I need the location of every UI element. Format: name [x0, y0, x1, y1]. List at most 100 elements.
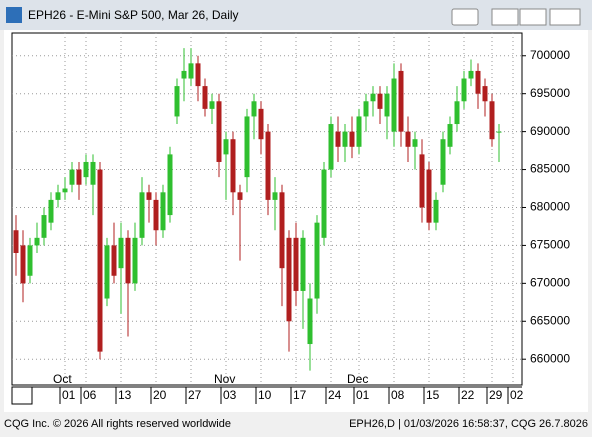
candle-body — [377, 93, 383, 109]
candle-body — [300, 237, 306, 291]
candle-body — [181, 70, 187, 79]
status-right: EPH26,D | 01/03/2026 16:58:37, CQG 26.7.… — [349, 418, 588, 430]
candle-body — [412, 139, 418, 147]
y-tick-label: 685000 — [530, 162, 570, 176]
x-tick-label: 22 — [461, 388, 475, 402]
candle-body — [90, 161, 96, 185]
candle-body — [237, 192, 243, 200]
candle-body — [69, 169, 75, 185]
candle-body — [286, 237, 292, 322]
candle-body — [160, 192, 166, 231]
candle-body — [188, 63, 194, 79]
x-tick-label: 01 — [356, 388, 370, 402]
x-tick-label: 13 — [118, 388, 132, 402]
candle-body — [48, 199, 54, 223]
x-tick-label: 17 — [293, 388, 307, 402]
plot-area — [11, 32, 523, 386]
y-tick-label: 665000 — [530, 313, 570, 327]
y-tick-label: 670000 — [530, 276, 570, 290]
y-tick-label: 690000 — [530, 124, 570, 138]
x-tick-label: 10 — [258, 388, 272, 402]
x-tick-label: 01 — [62, 388, 76, 402]
maximize-button[interactable] — [519, 8, 547, 26]
candle-body — [419, 154, 425, 208]
candle-body — [342, 131, 348, 147]
y-tick-label: 675000 — [530, 238, 570, 252]
candle-body — [27, 245, 33, 276]
candle-body — [125, 237, 131, 284]
month-label: Dec — [347, 372, 368, 386]
candle-body — [132, 237, 138, 284]
candle-body — [370, 93, 376, 102]
corner-box — [11, 386, 33, 405]
candle-body — [405, 131, 411, 147]
candle-body — [216, 101, 222, 162]
candle-body — [468, 70, 474, 79]
candle-body — [272, 192, 278, 200]
candle-body — [440, 139, 446, 185]
candle-body — [279, 192, 285, 269]
y-tick-label: 695000 — [530, 86, 570, 100]
candle-body — [328, 124, 334, 170]
candle-body — [475, 70, 481, 94]
candle-body — [363, 101, 369, 117]
status-left: CQG Inc. © 2026 All rights reserved worl… — [4, 418, 231, 430]
candle-body — [349, 131, 355, 147]
y-tick-label: 660000 — [530, 351, 570, 365]
window-title: EPH26 - E-Mini S&P 500, Mar 26, Daily — [28, 8, 239, 22]
x-tick-label: 02 — [510, 388, 524, 402]
minimize-button[interactable] — [491, 8, 519, 26]
candle-body — [146, 192, 152, 200]
close-button[interactable] — [549, 8, 581, 26]
candle-body — [496, 131, 502, 133]
candle-body — [489, 101, 495, 140]
candle-body — [41, 215, 47, 238]
candle-body — [13, 230, 19, 253]
x-tick-label: 03 — [223, 388, 237, 402]
candle-body — [223, 139, 229, 155]
candle-body — [209, 101, 215, 109]
candle-body — [97, 169, 103, 352]
x-tick-label: 08 — [391, 388, 405, 402]
x-tick-label: 06 — [83, 388, 97, 402]
candle-body — [293, 237, 299, 291]
candle-body — [104, 245, 110, 299]
app-icon — [6, 7, 22, 23]
link-button[interactable] — [451, 8, 479, 26]
candle-body — [258, 108, 264, 140]
x-tick-label: 29 — [489, 388, 503, 402]
candle-body — [482, 86, 488, 102]
candle-body — [454, 101, 460, 125]
candle-body — [384, 93, 390, 117]
candle-body — [153, 199, 159, 231]
candle-body — [398, 70, 404, 132]
candle-body — [76, 169, 82, 185]
month-label: Oct — [53, 372, 72, 386]
candle-body — [195, 63, 201, 87]
y-tick-label: 700000 — [530, 48, 570, 62]
candle-body — [251, 101, 257, 117]
candle-body — [426, 169, 432, 223]
candle-body — [307, 298, 313, 345]
x-tick-label: 27 — [188, 388, 202, 402]
candle-body — [34, 237, 40, 246]
candle-body — [167, 154, 173, 216]
candle-body — [244, 116, 250, 178]
y-tick-label: 680000 — [530, 200, 570, 214]
candle-body — [118, 237, 124, 269]
candle-body — [314, 222, 320, 299]
candle-body — [461, 78, 467, 102]
candle-body — [111, 245, 117, 276]
candle-body — [62, 188, 68, 193]
candle-body — [20, 245, 26, 284]
x-tick-label: 15 — [426, 388, 440, 402]
candle-body — [230, 139, 236, 193]
month-label: Nov — [214, 372, 235, 386]
candle-body — [356, 116, 362, 147]
candle-body — [447, 124, 453, 147]
candle-body — [202, 86, 208, 109]
x-tick-label: 24 — [328, 388, 342, 402]
candle-body — [139, 192, 145, 238]
candle-body — [321, 169, 327, 238]
